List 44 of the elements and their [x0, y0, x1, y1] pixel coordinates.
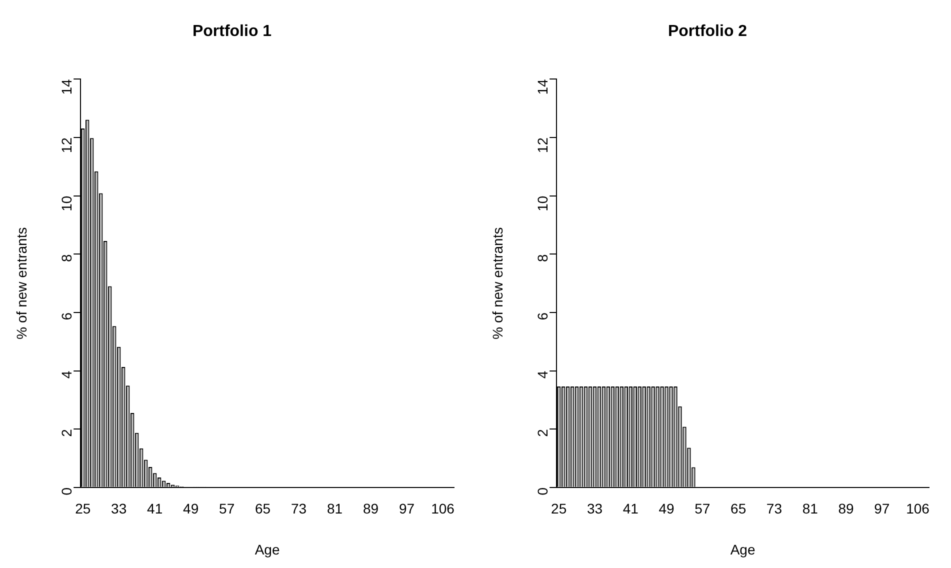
y-tick-label: 12: [534, 137, 550, 154]
x-tick-label: 81: [802, 500, 818, 517]
chart-title: Portfolio 2: [668, 23, 748, 40]
y-axis-title: % of new entrants: [489, 227, 506, 340]
x-tick-label: 41: [622, 500, 639, 517]
x-tick-label: 106: [906, 500, 930, 517]
y-tick-label: 0: [58, 487, 74, 496]
x-tick-label: 57: [219, 500, 235, 517]
x-axis-title: Age: [730, 541, 756, 558]
y-tick-label: 8: [534, 254, 550, 262]
y-tick-label: 0: [534, 487, 550, 496]
x-tick-label: 41: [147, 500, 163, 517]
y-tick-label: 10: [534, 196, 550, 212]
y-tick-label: 6: [534, 312, 550, 320]
x-tick-label: 65: [255, 500, 271, 517]
x-tick-label: 97: [398, 500, 415, 517]
x-tick-label: 57: [694, 500, 710, 517]
chart-title: Portfolio 1: [192, 23, 272, 40]
x-tick-label: 73: [291, 500, 307, 517]
y-tick-label: 4: [534, 370, 550, 379]
y-tick-label: 12: [58, 137, 74, 154]
y-tick-label: 14: [58, 78, 74, 95]
y-tick-label: 4: [58, 370, 74, 379]
x-tick-label: 25: [551, 500, 567, 517]
y-tick-label: 8: [58, 254, 74, 262]
x-tick-label: 33: [111, 500, 127, 517]
x-tick-label: 25: [75, 500, 91, 517]
y-axis-title: % of new entrants: [13, 227, 30, 340]
x-tick-label: 81: [326, 500, 343, 517]
y-tick-label: 2: [534, 428, 550, 437]
x-tick-label: 106: [431, 500, 455, 517]
y-tick-label: 6: [58, 312, 74, 320]
y-tick-label: 10: [58, 196, 74, 212]
x-tick-label: 89: [362, 500, 379, 517]
x-tick-label: 65: [730, 500, 746, 517]
x-tick-label: 97: [874, 500, 890, 517]
x-tick-label: 49: [658, 500, 675, 517]
x-tick-label: 49: [183, 500, 199, 517]
x-axis-title: Age: [254, 541, 280, 558]
y-tick-label: 14: [534, 78, 550, 95]
x-tick-label: 73: [766, 500, 782, 517]
x-tick-label: 89: [838, 500, 854, 517]
y-tick-label: 2: [58, 428, 74, 437]
x-tick-label: 33: [586, 500, 603, 517]
